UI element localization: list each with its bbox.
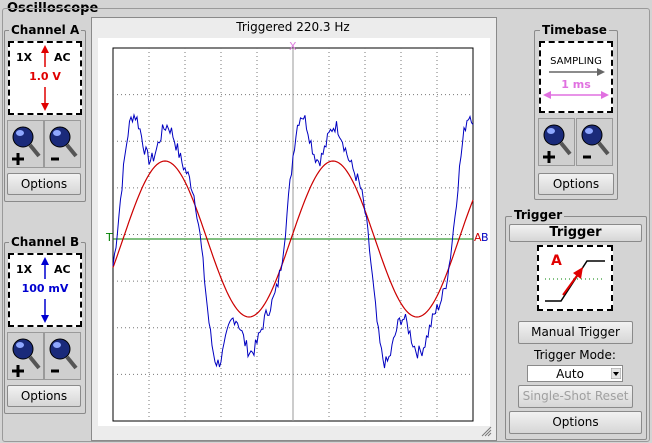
trigger-display: A — [537, 245, 613, 311]
trigger-group — [505, 216, 647, 440]
zoom-in-icon — [12, 126, 41, 165]
scope-screen — [98, 38, 490, 426]
channel-b-scale: 100 mV — [21, 282, 69, 295]
trigger-options-button[interactable]: Options — [509, 411, 642, 434]
zoom-out-icon — [49, 126, 78, 161]
channel-a-probe: 1X — [16, 51, 33, 64]
channel-a-zoom-out-button[interactable] — [44, 120, 81, 168]
window-frame — [2, 8, 650, 442]
timebase-mode: SAMPLING — [550, 56, 602, 67]
timebase-scale: 1 ms — [561, 78, 591, 91]
manual-trigger-button[interactable]: Manual Trigger — [518, 321, 633, 344]
channel-a-zoom-in-button[interactable] — [7, 120, 44, 168]
channel-b-display: 1X AC 100 mV — [8, 253, 82, 327]
trigger-mode-select[interactable]: Auto — [527, 365, 623, 382]
zoom-in-icon — [543, 124, 572, 163]
timebase-title: Timebase — [540, 23, 609, 37]
channel-b-coupling: AC — [54, 263, 71, 276]
channel-a-marker: A — [474, 231, 482, 244]
zoom-in-icon — [12, 338, 41, 377]
channel-b-probe: 1X — [16, 263, 33, 276]
trigger-edge-icon — [545, 260, 605, 302]
channel-b-options-button[interactable]: Options — [7, 385, 81, 407]
trigger-mode-value: Auto — [556, 367, 584, 381]
channel-a-coupling: AC — [54, 51, 71, 64]
trigger-position-marker[interactable]: X — [289, 40, 297, 53]
timebase-display: SAMPLING 1 ms — [539, 41, 613, 113]
timebase-zoom-out-button[interactable] — [576, 118, 613, 166]
timebase-arrows-icon — [543, 68, 609, 99]
trigger-source: A — [551, 253, 562, 269]
channel-b-zoom-out-button[interactable] — [44, 332, 81, 380]
channel-a-title: Channel A — [9, 23, 82, 37]
channel-b-title: Channel B — [9, 235, 82, 249]
trigger-level-marker: T — [106, 231, 113, 244]
channel-a-scale-arrow-icon — [41, 45, 49, 111]
channel-a-trace — [112, 160, 474, 318]
zoom-out-icon — [581, 124, 610, 159]
single-shot-reset-button[interactable]: Single-Shot Reset — [518, 385, 633, 408]
trigger-mode-label: Trigger Mode: — [534, 348, 616, 362]
trigger-group-title: Trigger — [512, 208, 565, 222]
channel-b-trace — [112, 113, 474, 369]
channel-b-zoom-in-button[interactable] — [7, 332, 44, 380]
timebase-options-button[interactable]: Options — [538, 173, 614, 195]
resize-grip-icon[interactable] — [480, 425, 492, 437]
channel-a-scale: 1.0 V — [29, 70, 61, 83]
channel-a-display: 1X AC 1.0 V — [8, 41, 82, 115]
channel-b-marker: B — [481, 231, 489, 244]
channel-a-options-button[interactable]: Options — [7, 173, 81, 195]
chevron-down-icon — [611, 368, 621, 379]
timebase-zoom-in-button[interactable] — [538, 118, 575, 166]
scope-status: Triggered 220.3 Hz — [236, 20, 350, 34]
channel-b-scale-arrow-icon — [41, 257, 49, 323]
trigger-header: Trigger — [509, 224, 642, 242]
zoom-out-icon — [49, 338, 78, 373]
